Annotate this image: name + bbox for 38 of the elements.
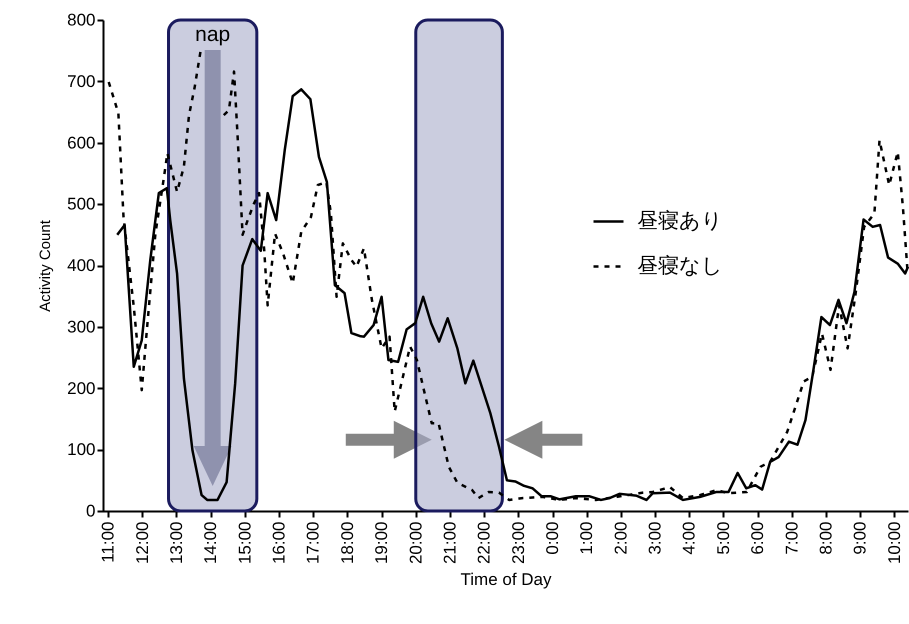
- x-tick-label: 23:00: [508, 522, 528, 564]
- x-tick-label: 6:00: [748, 522, 768, 555]
- x-tick-label: 22:00: [474, 522, 494, 564]
- y-tick-label: 0: [86, 502, 96, 520]
- legend-label: 昼寝あり: [637, 210, 723, 232]
- x-tick-label: 10:00: [884, 522, 904, 564]
- y-tick-label: 100: [67, 440, 96, 460]
- x-tick-label: 5:00: [714, 522, 733, 555]
- y-tick-label: 800: [67, 10, 96, 30]
- x-tick-label: 4:00: [680, 522, 699, 555]
- x-tick-label: 14:00: [201, 522, 220, 564]
- x-tick-label: 1:00: [577, 522, 596, 555]
- x-tick-label: 13:00: [166, 522, 186, 564]
- x-tick-label: 9:00: [850, 522, 870, 555]
- x-tick-label: 17:00: [304, 522, 323, 564]
- x-tick-label: 2:00: [611, 522, 630, 555]
- y-tick-label: 300: [67, 317, 96, 336]
- x-tick-label: 0:00: [543, 522, 562, 555]
- y-axis-title: Activity Count: [37, 219, 54, 312]
- x-tick-label: 18:00: [338, 522, 357, 564]
- x-tick-label: 20:00: [406, 522, 426, 564]
- y-tick-label: 500: [67, 194, 96, 214]
- x-tick-label: 7:00: [782, 522, 802, 555]
- x-tick-label: 3:00: [646, 522, 665, 555]
- band-label: nap: [195, 23, 230, 46]
- x-tick-label: 16:00: [270, 522, 289, 564]
- x-tick-label: 8:00: [816, 522, 836, 555]
- x-tick-label: 21:00: [440, 522, 460, 564]
- y-tick-label: 200: [67, 378, 96, 398]
- x-axis-title: Time of Day: [460, 570, 552, 590]
- x-tick-label: 11:00: [98, 522, 118, 563]
- x-tick-label: 19:00: [372, 522, 392, 564]
- y-tick-label: 700: [67, 72, 96, 91]
- y-tick-label: 600: [67, 133, 96, 152]
- y-tick-label: 400: [67, 256, 96, 275]
- x-tick-label: 15:00: [235, 522, 254, 564]
- x-tick-label: 12:00: [132, 522, 152, 564]
- legend-label: 昼寝なし: [637, 254, 723, 278]
